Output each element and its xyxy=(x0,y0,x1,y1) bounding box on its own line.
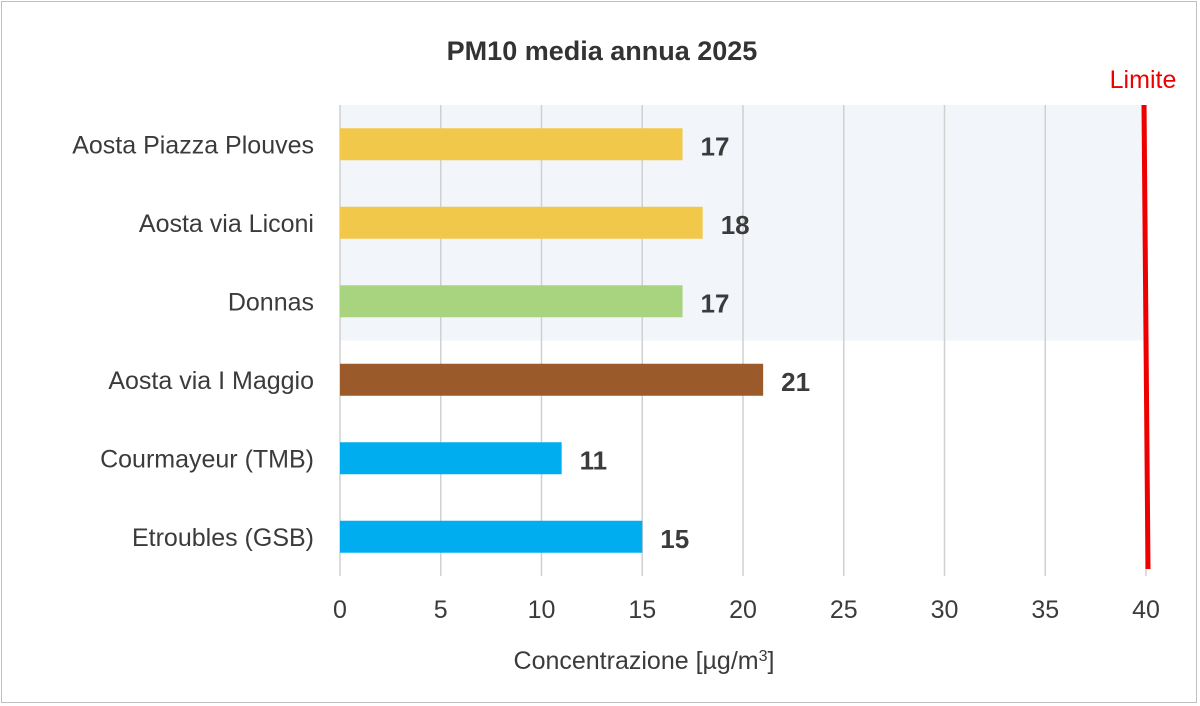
bar-2 xyxy=(340,206,703,239)
value-label-2: 18 xyxy=(721,210,750,240)
x-tick-label-0: 0 xyxy=(333,596,347,624)
category-label-5: Courmayeur (TMB) xyxy=(100,445,314,473)
category-label-6: Etroubles (GSB) xyxy=(132,524,314,552)
bar-3 xyxy=(340,285,683,318)
value-label-5: 11 xyxy=(580,445,608,475)
category-label-3: Donnas xyxy=(228,288,314,316)
bar-1 xyxy=(340,128,683,161)
x-tick-label-30: 30 xyxy=(931,596,959,624)
limit-line xyxy=(1141,104,1151,570)
bars xyxy=(340,128,764,553)
value-label-6: 15 xyxy=(660,524,689,554)
x-tick-label-25: 25 xyxy=(830,596,858,624)
limit-layer: Limite xyxy=(1110,66,1177,570)
x-tick-label-5: 5 xyxy=(434,596,448,624)
x-tick-label-20: 20 xyxy=(729,596,757,624)
chart-title: PM10 media annua 2025 xyxy=(447,36,758,66)
category-label-1: Aosta Piazza Plouves xyxy=(72,131,314,159)
value-label-1: 17 xyxy=(701,131,730,161)
limit-label: Limite xyxy=(1110,66,1177,94)
x-axis-title-main: Concentrazione [µg/m xyxy=(514,647,759,675)
labels: 0 5 10 15 20 25 30 35 40 Aosta Piazza Plouves 17 Ao… xyxy=(72,131,1160,624)
x-axis-title-superscript: 3 xyxy=(759,648,768,665)
x-tick-label-10: 10 xyxy=(528,596,556,624)
x-tick-label-35: 35 xyxy=(1031,596,1059,624)
bar-4 xyxy=(340,363,764,396)
x-axis-title: Concentrazione [µg/m3] xyxy=(514,647,775,675)
value-label-3: 17 xyxy=(701,288,730,318)
bar-5 xyxy=(340,442,562,475)
category-label-4: Aosta via I Maggio xyxy=(108,367,314,395)
category-label-2: Aosta via Liconi xyxy=(139,210,314,238)
x-tick-label-15: 15 xyxy=(628,596,656,624)
value-label-4: 21 xyxy=(781,367,810,397)
x-tick-label-40: 40 xyxy=(1132,596,1160,624)
x-axis-title-suffix: ] xyxy=(768,647,775,675)
bar-6 xyxy=(340,520,643,553)
